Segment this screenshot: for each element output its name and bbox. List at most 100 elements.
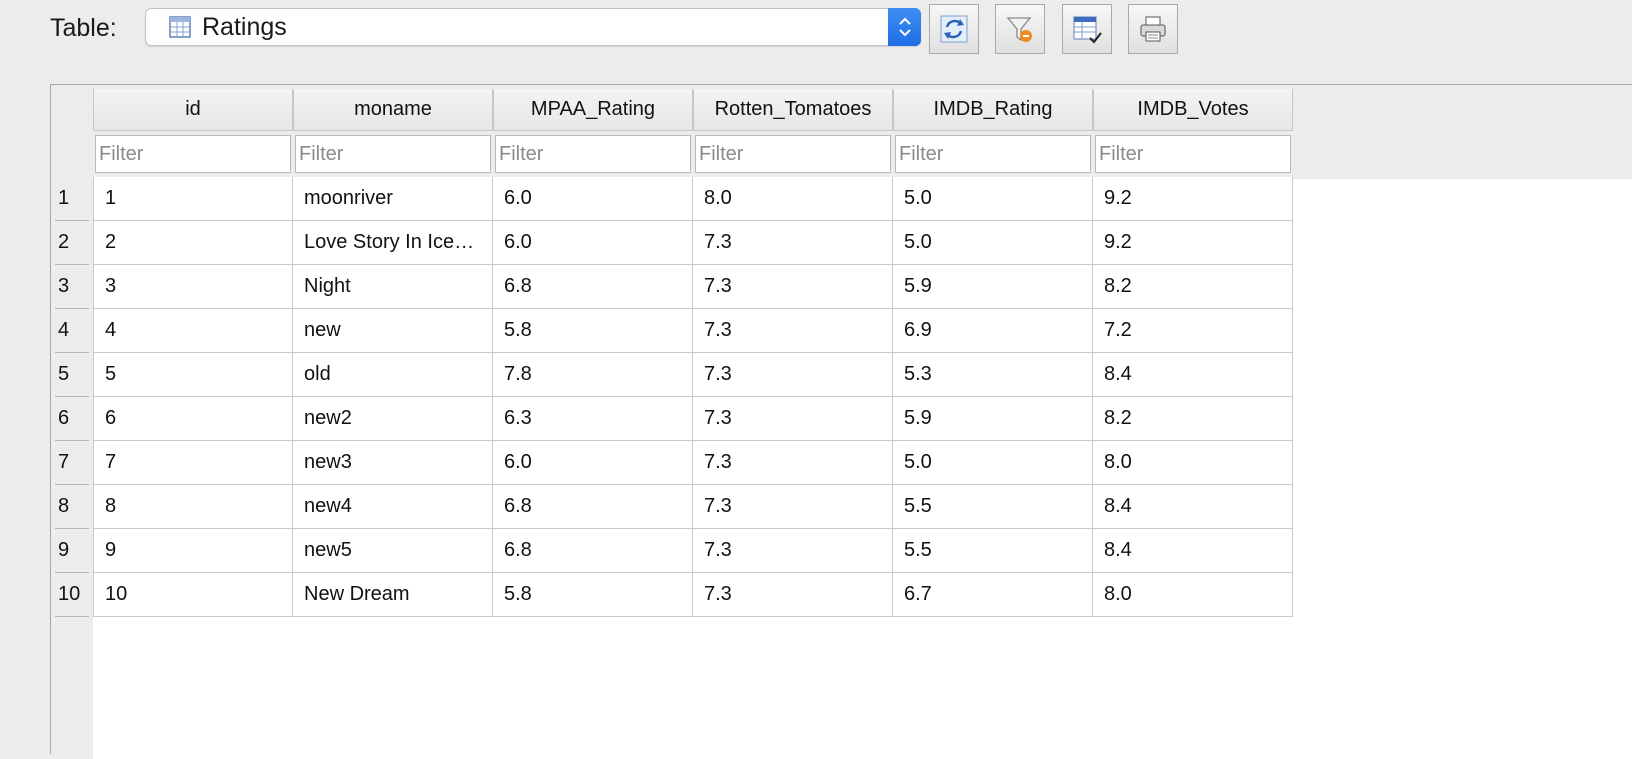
table-cell[interactable]: 6.8: [493, 265, 693, 309]
table-cell[interactable]: 8.0: [1093, 441, 1293, 485]
table-cell[interactable]: 7.3: [693, 265, 893, 309]
table-cell[interactable]: 6.8: [493, 485, 693, 529]
table-cell[interactable]: 5.5: [893, 485, 1093, 529]
table-cell[interactable]: 7.3: [693, 353, 893, 397]
table-cell[interactable]: 6.0: [493, 221, 693, 265]
table-cell[interactable]: 7.8: [493, 353, 693, 397]
row-number[interactable]: 10: [55, 573, 89, 617]
table-cell[interactable]: 10: [93, 573, 293, 617]
column-header-imdb_rating[interactable]: IMDB_Rating: [893, 89, 1093, 131]
table-cell[interactable]: 8.4: [1093, 485, 1293, 529]
table-cell[interactable]: new5: [293, 529, 493, 573]
row-cells: 9 new5 6.8 7.3 5.5 8.4: [93, 529, 1293, 573]
table-cell[interactable]: 6: [93, 397, 293, 441]
row-cells: 1 moonriver 6.0 8.0 5.0 9.2: [93, 177, 1293, 221]
table-cell[interactable]: 6.3: [493, 397, 693, 441]
table-cell[interactable]: 1: [93, 177, 293, 221]
row-number[interactable]: 6: [55, 397, 89, 441]
table-cell[interactable]: 8.0: [693, 177, 893, 221]
table-cell[interactable]: 5.3: [893, 353, 1093, 397]
filter-cell: [693, 133, 893, 173]
table-cell[interactable]: 6.8: [493, 529, 693, 573]
table-cell[interactable]: Night: [293, 265, 493, 309]
table-cell[interactable]: 8.4: [1093, 529, 1293, 573]
table-cell[interactable]: 5.0: [893, 441, 1093, 485]
column-header-imdb_votes[interactable]: IMDB_Votes: [1093, 89, 1293, 131]
table-cell[interactable]: 5.5: [893, 529, 1093, 573]
table-cell[interactable]: 6.9: [893, 309, 1093, 353]
filter-input-mpaa_rating[interactable]: [495, 135, 691, 173]
row-number[interactable]: 5: [55, 353, 89, 397]
table-cell[interactable]: 7.3: [693, 221, 893, 265]
table-cell[interactable]: 2: [93, 221, 293, 265]
save-table-button[interactable]: [1062, 4, 1112, 54]
table-cell[interactable]: 9.2: [1093, 177, 1293, 221]
column-header-rotten_tomatoes[interactable]: Rotten_Tomatoes: [693, 89, 893, 131]
table-cell[interactable]: 7.3: [693, 485, 893, 529]
row-number[interactable]: 3: [55, 265, 89, 309]
table-cell[interactable]: 4: [93, 309, 293, 353]
table-cell[interactable]: old: [293, 353, 493, 397]
table-cell[interactable]: 5.0: [893, 221, 1093, 265]
filter-input-id[interactable]: [95, 135, 291, 173]
row-cells: 10 New Dream 5.8 7.3 6.7 8.0: [93, 573, 1293, 617]
filter-input-imdb_votes[interactable]: [1095, 135, 1291, 173]
table-cell[interactable]: new4: [293, 485, 493, 529]
table-cell[interactable]: 7.3: [693, 397, 893, 441]
table-cell[interactable]: moonriver: [293, 177, 493, 221]
table-cell[interactable]: 9.2: [1093, 221, 1293, 265]
table-cell[interactable]: 8.4: [1093, 353, 1293, 397]
row-number[interactable]: 1: [55, 177, 89, 221]
table-cell[interactable]: 7: [93, 441, 293, 485]
row-number[interactable]: 7: [55, 441, 89, 485]
toolbar: Table: Ratings: [0, 0, 1632, 84]
column-header-id[interactable]: id: [93, 89, 293, 131]
table-cell[interactable]: 7.3: [693, 573, 893, 617]
save-table-icon: [1073, 16, 1102, 44]
table-cell[interactable]: Love Story In Ice…: [293, 221, 493, 265]
chevron-updown-icon[interactable]: [888, 8, 921, 46]
table-cell[interactable]: 5.8: [493, 309, 693, 353]
row-cells: 7 new3 6.0 7.3 5.0 8.0: [93, 441, 1293, 485]
column-header-mpaa_rating[interactable]: MPAA_Rating: [493, 89, 693, 131]
filter-input-imdb_rating[interactable]: [895, 135, 1091, 173]
table-cell[interactable]: 9: [93, 529, 293, 573]
table-cell[interactable]: 8.2: [1093, 397, 1293, 441]
table-cell[interactable]: 8: [93, 485, 293, 529]
table-cell[interactable]: 8.2: [1093, 265, 1293, 309]
table-select[interactable]: Ratings: [145, 8, 921, 46]
table-cell[interactable]: 5.8: [493, 573, 693, 617]
row-number[interactable]: 4: [55, 309, 89, 353]
table-cell[interactable]: new: [293, 309, 493, 353]
row-number[interactable]: 2: [55, 221, 89, 265]
clear-filters-button[interactable]: [995, 4, 1045, 54]
table-cell[interactable]: 7.3: [693, 529, 893, 573]
table-cell[interactable]: 6.0: [493, 177, 693, 221]
filter-input-moname[interactable]: [295, 135, 491, 173]
print-button[interactable]: [1128, 4, 1178, 54]
row-number[interactable]: 9: [55, 529, 89, 573]
table-cell[interactable]: 3: [93, 265, 293, 309]
table-cell[interactable]: 5: [93, 353, 293, 397]
filter-cell: [493, 133, 693, 173]
table-cell[interactable]: 7.2: [1093, 309, 1293, 353]
column-header-moname[interactable]: moname: [293, 89, 493, 131]
row-cells: 4 new 5.8 7.3 6.9 7.2: [93, 309, 1293, 353]
filter-cell: [893, 133, 1093, 173]
table-cell[interactable]: 6.0: [493, 441, 693, 485]
filter-input-rotten_tomatoes[interactable]: [695, 135, 891, 173]
refresh-icon: [940, 15, 968, 43]
row-number[interactable]: 8: [55, 485, 89, 529]
row-cells: 6 new2 6.3 7.3 5.9 8.2: [93, 397, 1293, 441]
table-cell[interactable]: 7.3: [693, 441, 893, 485]
table-cell[interactable]: 5.9: [893, 265, 1093, 309]
table-cell[interactable]: New Dream: [293, 573, 493, 617]
table-cell[interactable]: new2: [293, 397, 493, 441]
table-cell[interactable]: 7.3: [693, 309, 893, 353]
table-cell[interactable]: 6.7: [893, 573, 1093, 617]
table-cell[interactable]: new3: [293, 441, 493, 485]
table-cell[interactable]: 5.0: [893, 177, 1093, 221]
table-cell[interactable]: 8.0: [1093, 573, 1293, 617]
refresh-button[interactable]: [929, 4, 979, 54]
table-cell[interactable]: 5.9: [893, 397, 1093, 441]
